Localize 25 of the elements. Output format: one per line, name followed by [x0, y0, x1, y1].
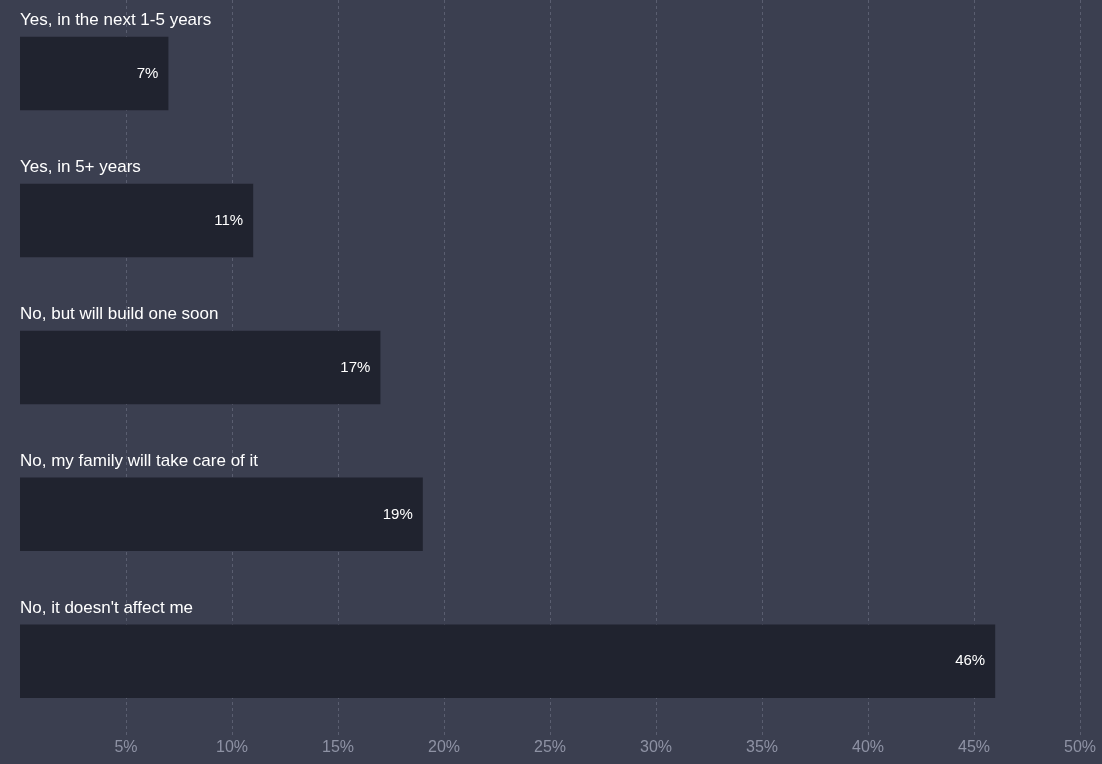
bar	[20, 36, 169, 111]
data-label: 46%	[955, 651, 986, 669]
x-tick-label: 25%	[533, 737, 567, 755]
x-tick-label: 40%	[851, 737, 885, 755]
y-tick-label: No, my family will take care of it	[20, 450, 259, 470]
x-tick-label: 15%	[321, 737, 355, 755]
bar	[20, 624, 996, 699]
y-tick-label: No, it doesn't affect me	[20, 597, 194, 617]
y-tick-label: No, but will build one soon	[20, 303, 219, 323]
x-tick-label: 50%	[1063, 737, 1097, 755]
data-label: 17%	[340, 357, 371, 375]
bar	[20, 330, 381, 405]
data-label: 19%	[382, 504, 413, 522]
data-label: 7%	[136, 63, 159, 81]
x-tick-label: 10%	[215, 737, 249, 755]
y-tick-label: Yes, in the next 1-5 years	[20, 9, 212, 29]
x-tick-label: 35%	[745, 737, 779, 755]
x-tick-label: 45%	[957, 737, 991, 755]
x-tick-label: 20%	[427, 737, 461, 755]
data-label: 11%	[214, 210, 244, 228]
bar	[20, 477, 423, 552]
y-tick-label: Yes, in 5+ years	[20, 156, 141, 176]
bar	[20, 183, 254, 258]
x-tick-label: 5%	[114, 737, 138, 755]
x-tick-label: 30%	[639, 737, 673, 755]
